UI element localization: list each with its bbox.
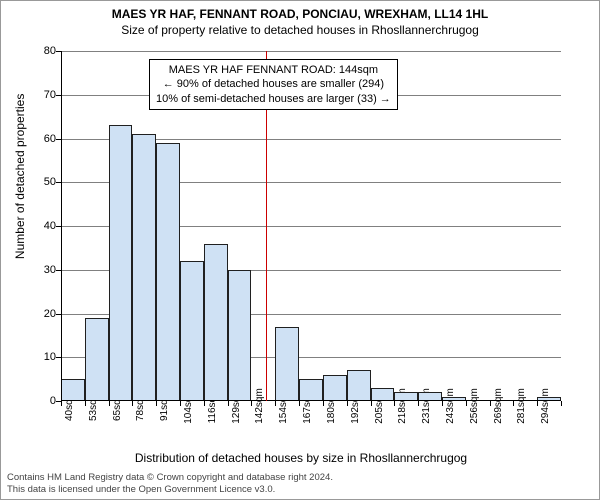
footer-text: Contains HM Land Registry data © Crown c… — [7, 472, 333, 495]
y-tick-label: 50 — [44, 176, 56, 188]
histogram-bar — [85, 318, 109, 401]
x-tick — [394, 401, 395, 406]
y-tick-label: 20 — [44, 308, 56, 320]
y-tick-label: 10 — [44, 351, 56, 363]
histogram-bar — [180, 261, 204, 401]
x-tick-label: 243sqm — [445, 388, 456, 424]
y-tick-label: 70 — [44, 89, 56, 101]
x-tick — [85, 401, 86, 406]
x-axis-title: Distribution of detached houses by size … — [1, 451, 600, 465]
x-tick — [442, 401, 443, 406]
x-tick — [513, 401, 514, 406]
x-tick — [156, 401, 157, 406]
x-tick-label: 142sqm — [254, 388, 265, 424]
grid-line — [61, 51, 561, 52]
x-tick — [228, 401, 229, 406]
chart-container: MAES YR HAF, FENNANT ROAD, PONCIAU, WREX… — [0, 0, 600, 500]
x-tick — [109, 401, 110, 406]
x-tick — [61, 401, 62, 406]
x-tick — [371, 401, 372, 406]
histogram-bar — [204, 244, 228, 402]
histogram-bar — [323, 375, 347, 401]
annotation-line2: ← 90% of detached houses are smaller (29… — [156, 77, 391, 91]
footer-line2: This data is licensed under the Open Gov… — [7, 484, 333, 495]
chart-title-sub: Size of property relative to detached ho… — [1, 21, 599, 37]
annotation-line3: 10% of semi-detached houses are larger (… — [156, 92, 391, 106]
y-tick-label: 80 — [44, 45, 56, 57]
y-tick-label: 30 — [44, 264, 56, 276]
x-tick — [204, 401, 205, 406]
histogram-bar — [109, 125, 133, 401]
annotation-box: MAES YR HAF FENNANT ROAD: 144sqm ← 90% o… — [149, 59, 398, 110]
x-tick — [490, 401, 491, 406]
x-tick-label: 294sqm — [540, 388, 551, 424]
x-tick-label: 256sqm — [469, 388, 480, 424]
footer-line1: Contains HM Land Registry data © Crown c… — [7, 472, 333, 483]
annotation-line1: MAES YR HAF FENNANT ROAD: 144sqm — [156, 63, 391, 77]
x-tick — [561, 401, 562, 406]
x-tick — [180, 401, 181, 406]
y-tick-label: 60 — [44, 133, 56, 145]
x-tick — [251, 401, 252, 406]
histogram-bar — [347, 370, 371, 401]
histogram-bar — [228, 270, 252, 401]
y-tick-label: 40 — [44, 220, 56, 232]
y-tick-label: 0 — [50, 395, 56, 407]
x-tick — [347, 401, 348, 406]
x-tick — [299, 401, 300, 406]
x-tick — [466, 401, 467, 406]
histogram-bar — [61, 379, 85, 401]
x-tick — [323, 401, 324, 406]
x-tick — [418, 401, 419, 406]
histogram-bar — [156, 143, 180, 401]
x-axis — [61, 400, 561, 401]
chart-title-main: MAES YR HAF, FENNANT ROAD, PONCIAU, WREX… — [1, 1, 599, 21]
y-axis-title: Number of detached properties — [13, 94, 27, 259]
y-axis — [61, 51, 62, 401]
x-tick-label: 269sqm — [493, 388, 504, 424]
x-tick — [132, 401, 133, 406]
x-tick — [275, 401, 276, 406]
histogram-bar — [132, 134, 156, 401]
x-tick — [537, 401, 538, 406]
x-tick-label: 281sqm — [516, 388, 527, 424]
histogram-bar — [275, 327, 299, 401]
histogram-bar — [299, 379, 323, 401]
